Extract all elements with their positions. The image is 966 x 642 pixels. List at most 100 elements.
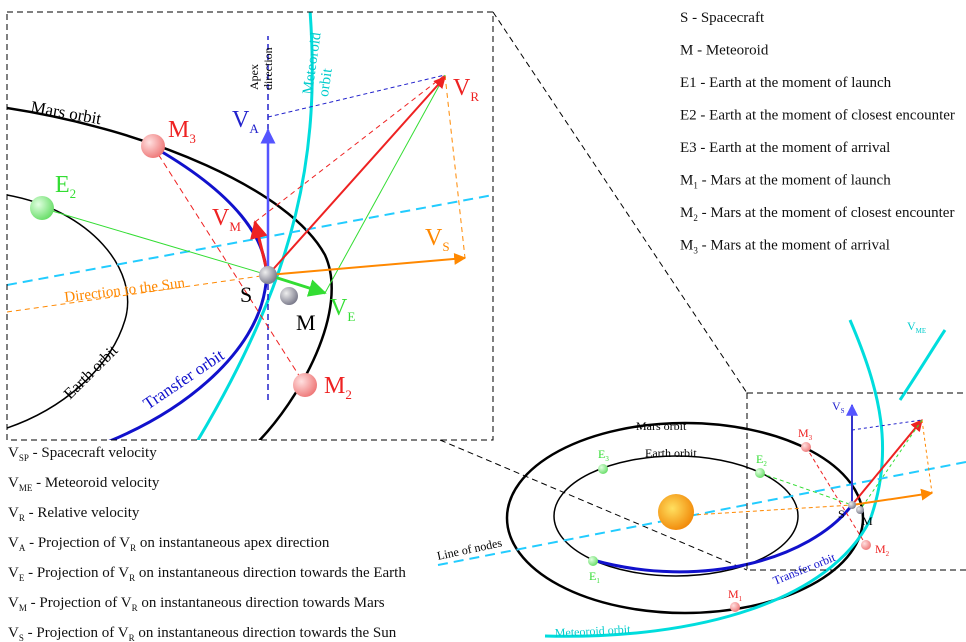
legend-subscript: SP: [19, 453, 29, 463]
legend-text: on instantaneous apex direction: [140, 535, 330, 551]
legend-item: VM - Projection of VR on instantaneous d…: [8, 595, 385, 613]
label: M: [728, 587, 739, 601]
label: Earth orbit: [645, 446, 697, 460]
legend-text: - Spacecraft velocity: [33, 445, 158, 461]
legend-item: VS - Projection of VR on instantaneous d…: [8, 625, 397, 642]
legend-subscript: R: [19, 513, 25, 523]
label: Apexdirection: [247, 47, 275, 90]
label: M3: [168, 117, 196, 146]
earth-projection: [859, 419, 923, 511]
sun-direction: [7, 274, 269, 313]
overview: Mars orbit Earth orbit Transfer orbit Me…: [436, 319, 966, 640]
legend-subscript: R: [132, 603, 138, 613]
legend-subscript: 3: [693, 246, 698, 256]
label: E: [756, 452, 763, 466]
label: 2: [345, 387, 352, 402]
legend-item: E3 - Earth at the moment of arrival: [680, 140, 890, 156]
zoom-panel: Mars orbit Earth orbit Transfer orbit Me…: [7, 12, 493, 440]
label: 1: [596, 577, 600, 585]
legend-subscript: S: [19, 633, 24, 642]
legend-text: E1 - Earth at the moment of launch: [680, 75, 892, 91]
earth-projection: [324, 74, 446, 294]
line-of-nodes: [437, 461, 966, 566]
legend-item: VME - Meteoroid velocity: [8, 475, 160, 493]
label: S: [240, 282, 252, 307]
legend-text: V: [8, 535, 19, 551]
label: orbit: [316, 67, 336, 98]
transfer-orbit: [108, 143, 268, 440]
legend-item: E1 - Earth at the moment of launch: [680, 75, 892, 91]
label: V: [425, 225, 443, 251]
legend-item: S - Spacecraft: [680, 10, 765, 26]
label: Earth orbit: [61, 342, 122, 403]
label: M: [798, 426, 809, 440]
connector: [492, 11, 748, 394]
legend-subscript: E: [19, 573, 25, 583]
label: Meteoroidorbit: [300, 31, 340, 98]
apex-projection: [267, 74, 446, 118]
label: R: [470, 89, 479, 104]
label: 3: [605, 455, 609, 463]
vs-arrow: [851, 488, 934, 506]
legend-text: E2 - Earth at the moment of closest enco…: [680, 108, 955, 124]
label: 2: [70, 186, 77, 201]
label: M: [324, 373, 345, 399]
legend-text: - Projection of V: [28, 625, 129, 641]
legend-text: - Mars at the moment of closest encounte…: [702, 205, 955, 221]
label: Apex: [247, 64, 261, 90]
m2-sphere: [861, 540, 871, 550]
label: M2: [324, 373, 352, 402]
label: ME: [916, 327, 927, 335]
label: M3: [798, 426, 813, 442]
label: V: [832, 399, 841, 413]
zoom-frame: [6, 11, 494, 441]
legend-text: M - Meteoroid: [680, 43, 769, 59]
ve-arrow: [267, 273, 327, 297]
legend-item: M1 - Mars at the moment of launch: [680, 173, 891, 191]
label: V: [453, 75, 471, 101]
e3-sphere: [598, 464, 608, 474]
label: E: [347, 309, 355, 324]
mars-orbit: [505, 421, 865, 615]
legend-text: - Relative velocity: [29, 505, 140, 521]
label: Mars orbit: [636, 419, 687, 433]
label: 3: [189, 131, 196, 146]
label: M2: [875, 542, 890, 558]
m1-sphere: [730, 602, 740, 612]
earth-orbit: [7, 194, 129, 429]
label: 3: [809, 434, 813, 442]
legend-item: M2 - Mars at the moment of closest encou…: [680, 205, 954, 223]
legend-subscript: A: [19, 543, 26, 553]
label: S: [442, 239, 449, 254]
legend-text: - Projection of V: [31, 595, 132, 611]
legend-text: M: [680, 238, 693, 254]
legend-subscript: M: [19, 603, 27, 613]
vs-arrow: [267, 252, 467, 276]
label: 2: [886, 550, 890, 558]
m3-sphere: [801, 442, 811, 452]
legend-item: VSP - Spacecraft velocity: [8, 445, 157, 463]
label: M1: [728, 587, 743, 603]
e2-sphere: [30, 196, 54, 220]
label: Mars orbit: [29, 97, 103, 128]
legend-text: S - Spacecraft: [680, 10, 765, 26]
legend-text: M: [680, 205, 693, 221]
mars-projection: [254, 74, 446, 223]
vm-arrow: [250, 220, 270, 276]
s-sphere: [848, 501, 856, 509]
s-sphere: [259, 266, 277, 284]
zoom-region: [746, 392, 966, 571]
legend-text: V: [8, 475, 19, 491]
sun: [658, 494, 694, 530]
label: V: [907, 319, 916, 333]
legend-item: VE - Projection of VR on instantaneous d…: [8, 565, 406, 583]
label: S: [841, 407, 845, 415]
label: Direction to the Sun: [64, 275, 187, 306]
vr-arrow: [851, 419, 923, 506]
legend-text: on instantaneous direction towards Mars: [141, 595, 384, 611]
earth-line: [759, 472, 853, 506]
label: VR: [453, 75, 479, 104]
legend-text: - Meteoroid velocity: [36, 475, 160, 491]
label: M: [229, 219, 241, 234]
label: 2: [763, 460, 767, 468]
